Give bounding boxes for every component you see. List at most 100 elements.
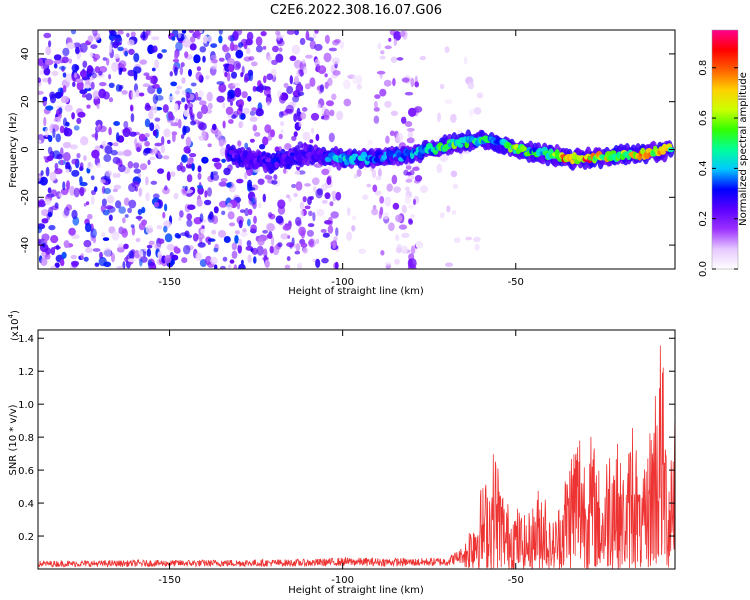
noise-blob [38, 77, 42, 83]
noise-blob [335, 227, 339, 237]
noise-blob [249, 116, 258, 122]
noise-blob [189, 36, 196, 43]
noise-blob [234, 230, 240, 235]
noise-blob [289, 75, 293, 85]
noise-blob [329, 109, 335, 117]
noise-blob [379, 55, 386, 60]
noise-blob [300, 242, 308, 248]
noise-blob [240, 120, 244, 128]
colorbar-tick-label: 0.0 [698, 261, 709, 277]
noise-blob [118, 84, 123, 92]
noise-blob [54, 262, 60, 268]
noise-blob [289, 55, 297, 62]
noise-blob [60, 259, 65, 267]
spectrogram-y-tick-label: 20 [20, 95, 31, 108]
noise-blob [144, 118, 151, 128]
noise-blob [122, 127, 131, 138]
noise-blob [123, 149, 132, 157]
noise-blob [297, 262, 303, 269]
snr-frame [37, 329, 676, 570]
noise-blob [327, 225, 334, 234]
noise-blob [44, 58, 54, 66]
noise-blob [251, 247, 258, 255]
noise-blob [210, 171, 214, 180]
noise-blob [65, 168, 70, 173]
noise-blob [352, 74, 358, 85]
noise-blob [38, 175, 41, 182]
noise-blob [291, 135, 297, 142]
noise-blob [127, 161, 134, 169]
noise-blob [398, 224, 408, 230]
noise-blob [326, 176, 332, 186]
noise-blob [181, 257, 188, 264]
noise-blob [414, 175, 423, 182]
noise-blob [109, 43, 113, 54]
noise-blob [252, 124, 258, 132]
noise-blob [222, 102, 226, 109]
noise-blob [227, 211, 235, 220]
noise-blob [242, 228, 247, 233]
noise-blob [198, 135, 207, 141]
noise-blob [93, 57, 98, 62]
noise-blob [445, 262, 453, 267]
noise-blob [106, 57, 110, 66]
noise-blob [59, 125, 65, 134]
noise-blob [123, 243, 129, 250]
noise-blob [70, 254, 77, 260]
noise-blob [199, 30, 203, 34]
noise-blob [44, 198, 51, 206]
noise-blob [184, 51, 189, 59]
noise-blob [270, 236, 275, 247]
noise-blob [173, 246, 179, 254]
noise-blob [148, 262, 155, 267]
noise-blob [175, 90, 180, 95]
noise-blob [372, 184, 378, 193]
noise-blob [96, 162, 102, 168]
snr-y-tick-label: 0.4 [18, 499, 34, 510]
noise-blob [62, 181, 66, 191]
noise-blob [404, 121, 413, 127]
noise-blob [333, 236, 338, 242]
noise-blob [331, 93, 337, 101]
noise-blob [190, 114, 195, 121]
noise-blob [117, 46, 124, 52]
noise-blob [373, 107, 380, 112]
noise-blob [246, 240, 252, 247]
noise-blob [206, 91, 213, 102]
noise-blob [436, 163, 443, 174]
noise-blob [238, 219, 243, 229]
noise-blob [373, 115, 380, 124]
noise-blob [94, 262, 100, 267]
noise-blob [127, 258, 136, 263]
noise-blob [152, 94, 159, 104]
noise-blob [63, 240, 70, 249]
noise-blob [238, 238, 243, 246]
noise-blob [112, 156, 121, 164]
noise-blob [321, 183, 328, 191]
noise-blob [168, 95, 175, 102]
noise-blob [253, 256, 257, 264]
noise-blob [93, 186, 98, 193]
noise-blob [79, 187, 85, 197]
noise-blob [304, 83, 311, 90]
noise-blob [38, 90, 44, 95]
noise-blob [392, 202, 400, 210]
noise-blob [46, 155, 54, 162]
noise-blob [384, 45, 392, 50]
noise-blob [169, 71, 173, 77]
noise-blob [90, 44, 98, 49]
noise-blob [346, 231, 353, 241]
noise-blob [111, 61, 119, 72]
noise-blob [94, 66, 100, 74]
noise-blob [109, 30, 117, 37]
noise-blob [452, 183, 459, 190]
noise-blob [167, 139, 171, 144]
noise-blob [197, 172, 202, 180]
noise-blob [195, 252, 202, 262]
noise-blob [40, 63, 48, 70]
noise-blob [401, 245, 408, 255]
spectrogram-x-ticks: -150 -100 -50 [158, 30, 524, 288]
noise-blob [179, 210, 184, 218]
spectrogram-y-tick-label: -20 [20, 189, 31, 205]
noise-blob [117, 30, 124, 35]
